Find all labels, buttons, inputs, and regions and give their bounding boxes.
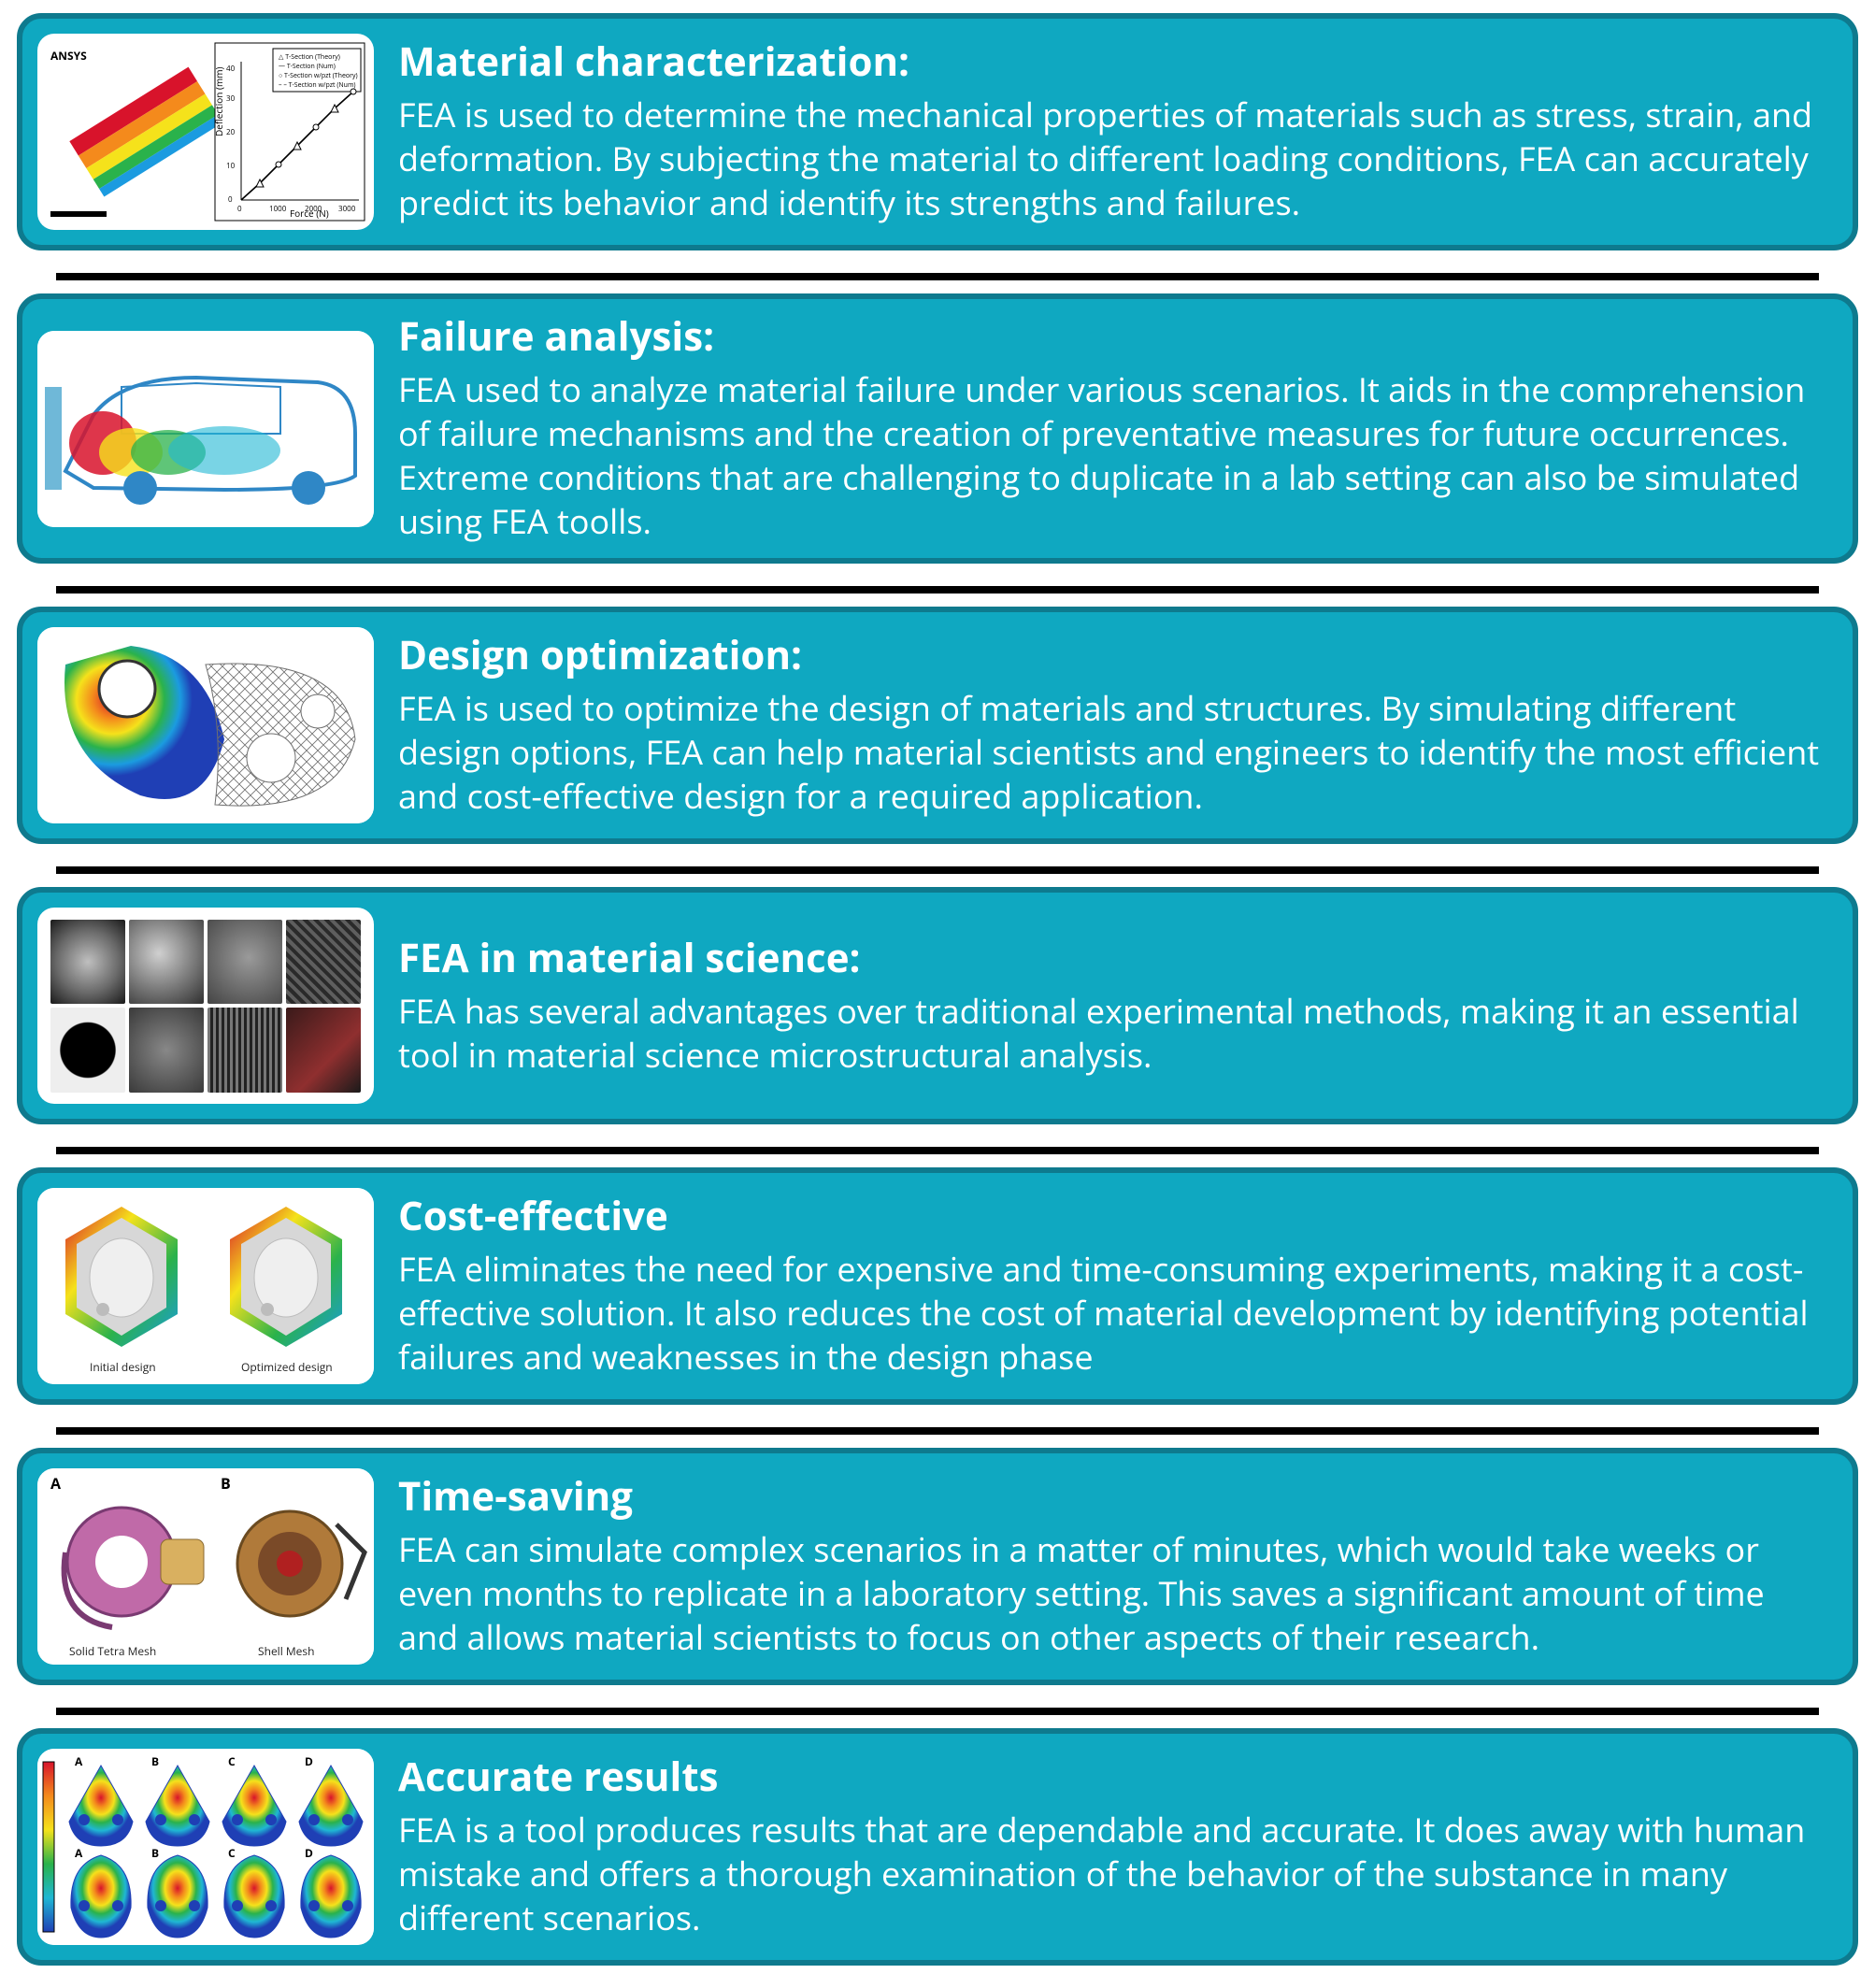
card-body: FEA used to analyze material failure und… (398, 368, 1830, 543)
card-failure-analysis: Failure analysis: FEA used to analyze ma… (17, 293, 1858, 564)
textblock: Cost-effective FEA eliminates the need f… (398, 1194, 1830, 1380)
sem-grid (50, 920, 360, 1093)
connector (56, 1147, 1819, 1154)
textblock: Time-saving FEA can simulate complex sce… (398, 1474, 1830, 1660)
svg-text:B: B (221, 1473, 231, 1494)
card-material-characterization: ANSYS △ T-Section (Theory) (17, 13, 1858, 250)
card-title: Time-saving (398, 1474, 1830, 1519)
thumb-fea-material-science (37, 908, 374, 1104)
svg-text:A: A (75, 1753, 83, 1769)
card-title: Design optimization: (398, 633, 1830, 678)
connector (56, 273, 1819, 280)
svg-text:— T-Section (Num): — T-Section (Num) (279, 63, 336, 71)
connector (56, 866, 1819, 874)
svg-text:Optimized design: Optimized design (241, 1359, 333, 1375)
card-fea-material-science: FEA in material science: FEA has several… (17, 887, 1858, 1124)
card-body: FEA can simulate complex scenarios in a … (398, 1528, 1830, 1659)
svg-text:C: C (228, 1845, 236, 1861)
svg-text:3000: 3000 (338, 204, 356, 214)
card-body: FEA is used to determine the mechanical … (398, 93, 1830, 224)
card-title: Failure analysis: (398, 314, 1830, 359)
svg-text:10: 10 (226, 161, 236, 171)
card-time-saving: A B Solid Tetra Mesh Shell Mesh (17, 1448, 1858, 1685)
thumb-failure-analysis (37, 331, 374, 527)
svg-text:1000: 1000 (269, 204, 287, 214)
thumb-material-characterization: ANSYS △ T-Section (Theory) (37, 34, 374, 230)
card-body: FEA eliminates the need for expensive an… (398, 1248, 1830, 1379)
svg-text:D: D (305, 1753, 313, 1769)
card-body: FEA is used to optimize the design of ma… (398, 687, 1830, 818)
svg-text:○ T-Section w/pzt (Theory): ○ T-Section w/pzt (Theory) (279, 72, 358, 80)
card-body: FEA has several advantages over traditio… (398, 990, 1830, 1078)
card-title: FEA in material science: (398, 936, 1830, 980)
svg-text:A: A (50, 1473, 62, 1494)
textblock: Failure analysis: FEA used to analyze ma… (398, 314, 1830, 543)
svg-text:Solid Tetra Mesh: Solid Tetra Mesh (69, 1643, 156, 1659)
svg-text:2000: 2000 (305, 204, 322, 214)
svg-text:20: 20 (226, 127, 236, 137)
svg-text:0: 0 (237, 204, 242, 214)
textblock: Design optimization: FEA is used to opti… (398, 633, 1830, 819)
card-accurate-results: ABCD ABCD Accurate results FEA is a t (17, 1728, 1858, 1966)
svg-text:Deflection (mm): Deflection (mm) (212, 67, 225, 136)
connector (56, 1708, 1819, 1715)
connector (56, 586, 1819, 594)
svg-text:Initial design: Initial design (90, 1359, 156, 1375)
thumb-design-optimization (37, 627, 374, 823)
svg-text:B: B (151, 1845, 159, 1861)
textblock: Accurate results FEA is a tool produces … (398, 1754, 1830, 1940)
textblock: Material characterization: FEA is used t… (398, 39, 1830, 225)
card-title: Cost-effective (398, 1194, 1830, 1238)
card-title: Material characterization: (398, 39, 1830, 84)
svg-text:ANSYS: ANSYS (50, 48, 87, 64)
svg-text:C: C (228, 1753, 236, 1769)
thumb-time-saving: A B Solid Tetra Mesh Shell Mesh (37, 1468, 374, 1665)
thumb-cost-effective: Initial design Optimized design (37, 1188, 374, 1384)
svg-text:△ T-Section (Theory): △ T-Section (Theory) (279, 53, 340, 62)
svg-text:B: B (151, 1753, 159, 1769)
svg-text:30: 30 (226, 93, 236, 104)
svg-text:– – T-Section w/pzt (Num): – – T-Section w/pzt (Num) (279, 81, 356, 90)
connector (56, 1427, 1819, 1435)
card-design-optimization: Design optimization: FEA is used to opti… (17, 607, 1858, 844)
svg-text:A: A (75, 1845, 83, 1861)
card-cost-effective: Initial design Optimized design Cost-eff… (17, 1167, 1858, 1405)
svg-text:0: 0 (228, 194, 233, 205)
card-body: FEA is a tool produces results that are … (398, 1809, 1830, 1939)
page: ANSYS △ T-Section (Theory) (0, 13, 1875, 1966)
svg-text:Shell Mesh: Shell Mesh (258, 1643, 314, 1659)
svg-text:40: 40 (226, 64, 236, 74)
textblock: FEA in material science: FEA has several… (398, 936, 1830, 1078)
svg-text:D: D (305, 1845, 313, 1861)
card-title: Accurate results (398, 1754, 1830, 1799)
